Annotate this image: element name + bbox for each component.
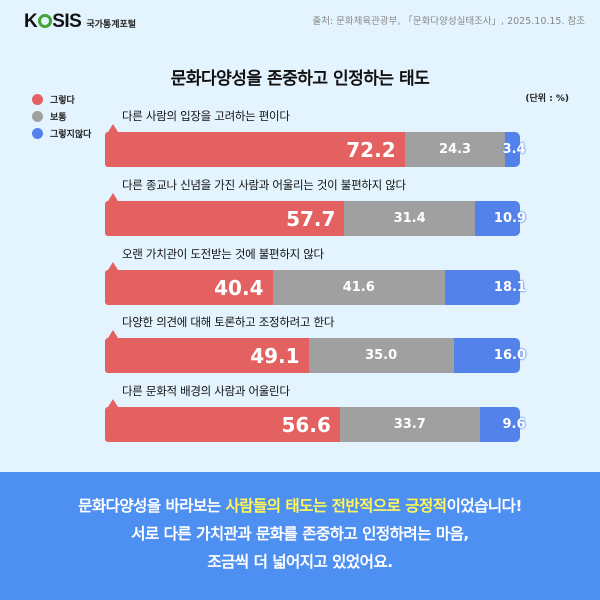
- bar-pointer-icon: [108, 262, 118, 270]
- source-note: 출처: 문화체육관광부, 「문화다양성실태조사」, 2025.10.15. 참조: [312, 16, 585, 27]
- value-label: 16.0: [493, 348, 526, 363]
- summary-banner: 문화다양성을 바라보는 사람들의 태도는 전반적으로 긍정적이었습니다! 서로 …: [0, 472, 600, 600]
- value-label: 31.4: [393, 211, 426, 226]
- logo-subtitle: 국가통계포털: [86, 20, 137, 30]
- legend: 그렇다 보통 그렇지않다: [32, 91, 91, 142]
- segment-neutral: 41.6: [272, 270, 445, 305]
- chart-row: 다른 종교나 신념을 가진 사람과 어울리는 것이 불편하지 않다 57.7 31.…: [105, 177, 526, 237]
- segment-yes: 72.2: [105, 132, 405, 167]
- kosis-logo: K SIS 국가통계포털: [24, 11, 136, 33]
- stacked-bar: 56.6 33.7 9.6: [105, 399, 526, 442]
- value-label: 10.9: [493, 211, 526, 226]
- segment-neutral: 24.3: [404, 132, 506, 167]
- legend-label: 그렇지않다: [50, 130, 92, 140]
- legend-item-neutral: 보통: [32, 108, 91, 125]
- stacked-bar: 40.4 41.6 18.1: [105, 262, 526, 305]
- value-label: 40.4: [214, 275, 264, 300]
- value-label: 3.4: [502, 142, 526, 157]
- bar-pointer-icon: [108, 399, 118, 407]
- segment-neutral: 35.0: [308, 338, 454, 373]
- logo-mark: K SIS: [24, 11, 82, 32]
- segment-no: 18.1: [444, 270, 526, 305]
- segment-yes: 40.4: [105, 270, 273, 305]
- row-label: 오랜 가치관이 도전받는 것에 불편하지 않다: [122, 247, 324, 261]
- legend-label: 보통: [50, 113, 67, 123]
- value-label: 9.6: [502, 417, 526, 432]
- segment-yes: 56.6: [105, 407, 340, 442]
- value-label: 33.7: [393, 417, 426, 432]
- segment-no: 9.6: [479, 407, 526, 442]
- segment-no: 16.0: [453, 338, 526, 373]
- row-label: 다른 사람의 입장을 고려하는 편이다: [122, 109, 290, 123]
- stacked-bar: 72.2 24.3 3.4: [105, 124, 526, 167]
- chart-row: 다른 사람의 입장을 고려하는 편이다 72.2 24.3 3.4: [105, 108, 526, 168]
- segment-neutral: 33.7: [339, 407, 480, 442]
- segment-no: 3.4: [503, 132, 526, 167]
- value-label: 57.7: [286, 206, 336, 231]
- legend-dot-red-icon: [32, 94, 43, 105]
- value-label: 41.6: [342, 280, 375, 295]
- value-label: 18.1: [493, 280, 526, 295]
- chart-row: 오랜 가치관이 도전받는 것에 불편하지 않다 40.4 41.6 18.1: [105, 246, 526, 306]
- value-label: 49.1: [250, 343, 300, 368]
- value-label: 72.2: [346, 137, 396, 162]
- logo-o-ring-icon: [37, 14, 52, 28]
- segment-no: 10.9: [474, 201, 526, 236]
- legend-label: 그렇다: [50, 96, 75, 106]
- legend-item-no: 그렇지않다: [32, 125, 91, 142]
- chart-title: 문화다양성을 존중하고 인정하는 태도: [170, 69, 430, 89]
- segment-yes: 49.1: [105, 338, 309, 373]
- segment-neutral: 31.4: [344, 201, 475, 236]
- segment-yes: 57.7: [105, 201, 345, 236]
- value-label: 56.6: [281, 412, 331, 437]
- legend-item-yes: 그렇다: [32, 91, 91, 108]
- bar-pointer-icon: [108, 193, 118, 201]
- chart-row: 다양한 의견에 대해 토론하고 조정하려고 한다 49.1 35.0 16.0: [105, 314, 526, 374]
- banner-text: 이었습니다!: [446, 497, 523, 515]
- value-label: 35.0: [365, 348, 398, 363]
- legend-dot-gray-icon: [32, 111, 43, 122]
- banner-line-3: 조금씩 더 넓어지고 있었어요.: [207, 553, 393, 571]
- banner-line-2: 서로 다른 가치관과 문화를 존중하고 인정하려는 마음,: [131, 525, 469, 543]
- chart-row: 다른 문화적 배경의 사람과 어울린다 56.6 33.7 9.6: [105, 383, 526, 443]
- unit-label: (단위 : %): [525, 94, 569, 104]
- legend-dot-blue-icon: [32, 128, 43, 139]
- bar-pointer-icon: [108, 330, 118, 338]
- row-label: 다양한 의견에 대해 토론하고 조정하려고 한다: [122, 315, 335, 329]
- banner-line-1: 문화다양성을 바라보는 사람들의 태도는 전반적으로 긍정적이었습니다!: [0, 492, 600, 520]
- bar-pointer-icon: [108, 124, 118, 132]
- row-label: 다른 문화적 배경의 사람과 어울린다: [122, 384, 290, 398]
- stacked-bar: 57.7 31.4 10.9: [105, 193, 526, 236]
- value-label: 24.3: [439, 142, 472, 157]
- banner-text: 문화다양성을 바라보는: [78, 497, 226, 515]
- row-label: 다른 종교나 신념을 가진 사람과 어울리는 것이 불편하지 않다: [122, 178, 406, 192]
- stacked-bar: 49.1 35.0 16.0: [105, 330, 526, 373]
- banner-highlight: 사람들의 태도는 전반적으로 긍정적: [225, 497, 447, 515]
